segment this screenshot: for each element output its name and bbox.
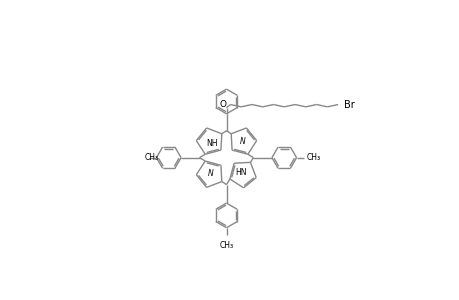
Text: CH₃: CH₃ [306, 153, 320, 162]
Text: N: N [240, 137, 245, 146]
Text: O: O [219, 100, 226, 109]
Text: CH₃: CH₃ [219, 241, 233, 250]
Text: N: N [207, 169, 213, 178]
Text: Br: Br [343, 100, 353, 110]
Text: NH: NH [206, 139, 217, 148]
Text: CH₃: CH₃ [145, 153, 159, 162]
Text: HN: HN [235, 168, 246, 177]
